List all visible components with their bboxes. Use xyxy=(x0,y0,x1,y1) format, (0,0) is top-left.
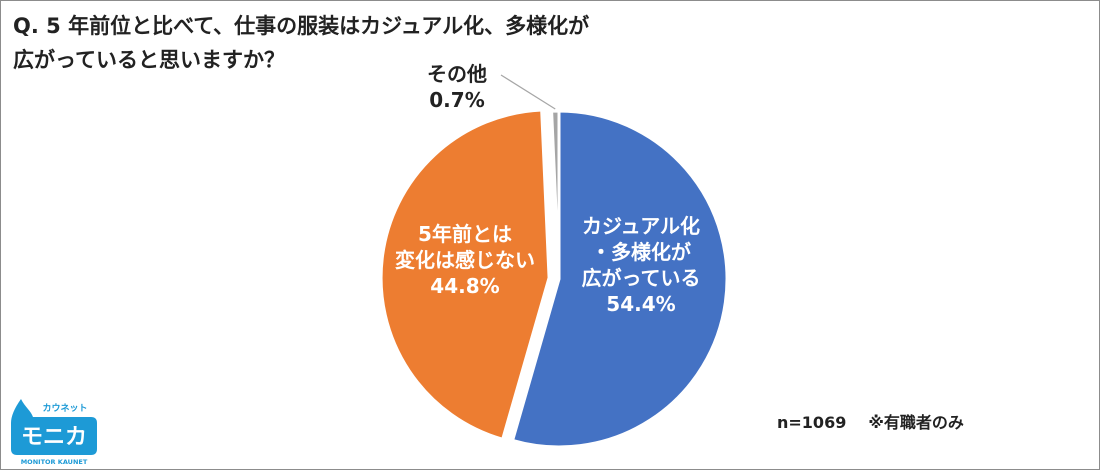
pie-slices xyxy=(379,108,729,449)
monika-logo: カウネット モニカ MONITOR KAUNET xyxy=(11,399,97,466)
slice-value-label: 0.7% xyxy=(429,88,484,112)
slice-category-label: 変化は感じない xyxy=(395,248,535,272)
slice-label-2: 5年前とは変化は感じない 44.8% xyxy=(395,222,535,298)
logo-bottom-text: MONITOR KAUNET xyxy=(21,458,88,466)
slice-label-1: カジュアル化・多様化が広がっている 54.4% xyxy=(582,214,701,316)
question-title: Q. 5 年前位と比べて、仕事の服装はカジュアル化、多様化が 広がっていると思い… xyxy=(13,9,733,77)
logo-drop-shape xyxy=(11,399,97,455)
slice-category-label: ・多様化が xyxy=(591,240,691,264)
logo-top-text: カウネット xyxy=(42,403,87,414)
slice-value-label: 44.8% xyxy=(430,274,499,298)
slice-label-3: その他 0.7% xyxy=(427,62,487,112)
footnote: n=1069 ※有職者のみ xyxy=(777,409,964,433)
pie-slice-1 xyxy=(510,109,729,449)
slice-category-label: 5年前とは xyxy=(418,222,512,246)
question-line-1: Q. 5 年前位と比べて、仕事の服装はカジュアル化、多様化が xyxy=(13,14,590,38)
question-line-2: 広がっていると思いますか？ xyxy=(13,48,285,72)
sample-size: n=1069 xyxy=(777,413,847,432)
slice-value-label: 54.4% xyxy=(606,292,675,316)
pie-slice-2 xyxy=(379,108,551,442)
logo-main-text: モニカ xyxy=(21,425,87,450)
pie-slice-3 xyxy=(550,109,561,280)
pie-labels: カジュアル化・多様化が広がっている 54.4% 5年前とは変化は感じない 44.8% そ… xyxy=(395,62,701,316)
leader-line xyxy=(500,74,556,110)
slice-category-label: 広がっている xyxy=(582,266,701,290)
slice-category-label: その他 xyxy=(427,62,487,86)
slice-category-label: カジュアル化 xyxy=(582,214,700,238)
respondent-note: ※有職者のみ xyxy=(868,413,964,432)
